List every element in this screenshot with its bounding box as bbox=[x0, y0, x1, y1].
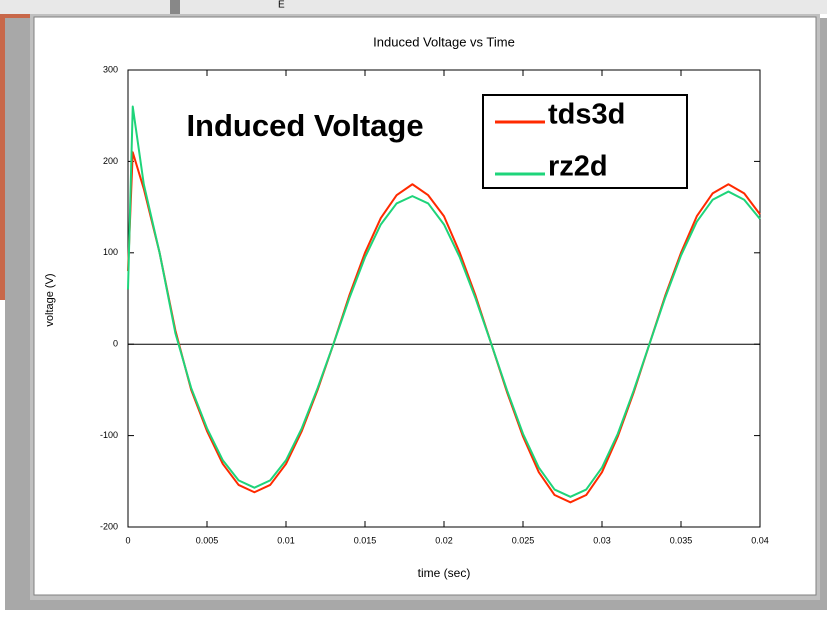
legend-label: rz2d bbox=[548, 151, 608, 183]
y-tick-label: 300 bbox=[103, 64, 118, 74]
y-tick-label: -100 bbox=[100, 430, 118, 440]
top-strip-block bbox=[170, 0, 180, 14]
x-tick-label: 0.005 bbox=[196, 535, 219, 545]
x-axis-label: time (sec) bbox=[418, 566, 471, 580]
x-tick-label: 0 bbox=[125, 535, 130, 545]
series-line bbox=[127, 105, 761, 498]
x-tick-label: 0.02 bbox=[435, 535, 453, 545]
y-axis-label: voltage (V) bbox=[44, 273, 56, 326]
y-tick-label: 0 bbox=[113, 339, 118, 349]
x-tick-label: 0.015 bbox=[354, 535, 377, 545]
top-strip bbox=[0, 0, 827, 14]
x-tick-label: 0.03 bbox=[593, 535, 611, 545]
x-tick-label: 0.025 bbox=[512, 535, 535, 545]
x-tick-label: 0.04 bbox=[751, 535, 769, 545]
annotation: Induced Voltage bbox=[186, 108, 423, 143]
y-tick-label: 100 bbox=[103, 247, 118, 257]
background-text: E bbox=[278, 0, 285, 11]
legend-label: tds3d bbox=[548, 99, 625, 131]
y-tick-label: -200 bbox=[100, 521, 118, 531]
y-tick-label: 200 bbox=[103, 156, 118, 166]
window bbox=[33, 16, 817, 596]
chart-title: Induced Voltage vs Time bbox=[373, 34, 515, 49]
x-tick-label: 0.01 bbox=[277, 535, 295, 545]
x-tick-label: 0.035 bbox=[670, 535, 693, 545]
